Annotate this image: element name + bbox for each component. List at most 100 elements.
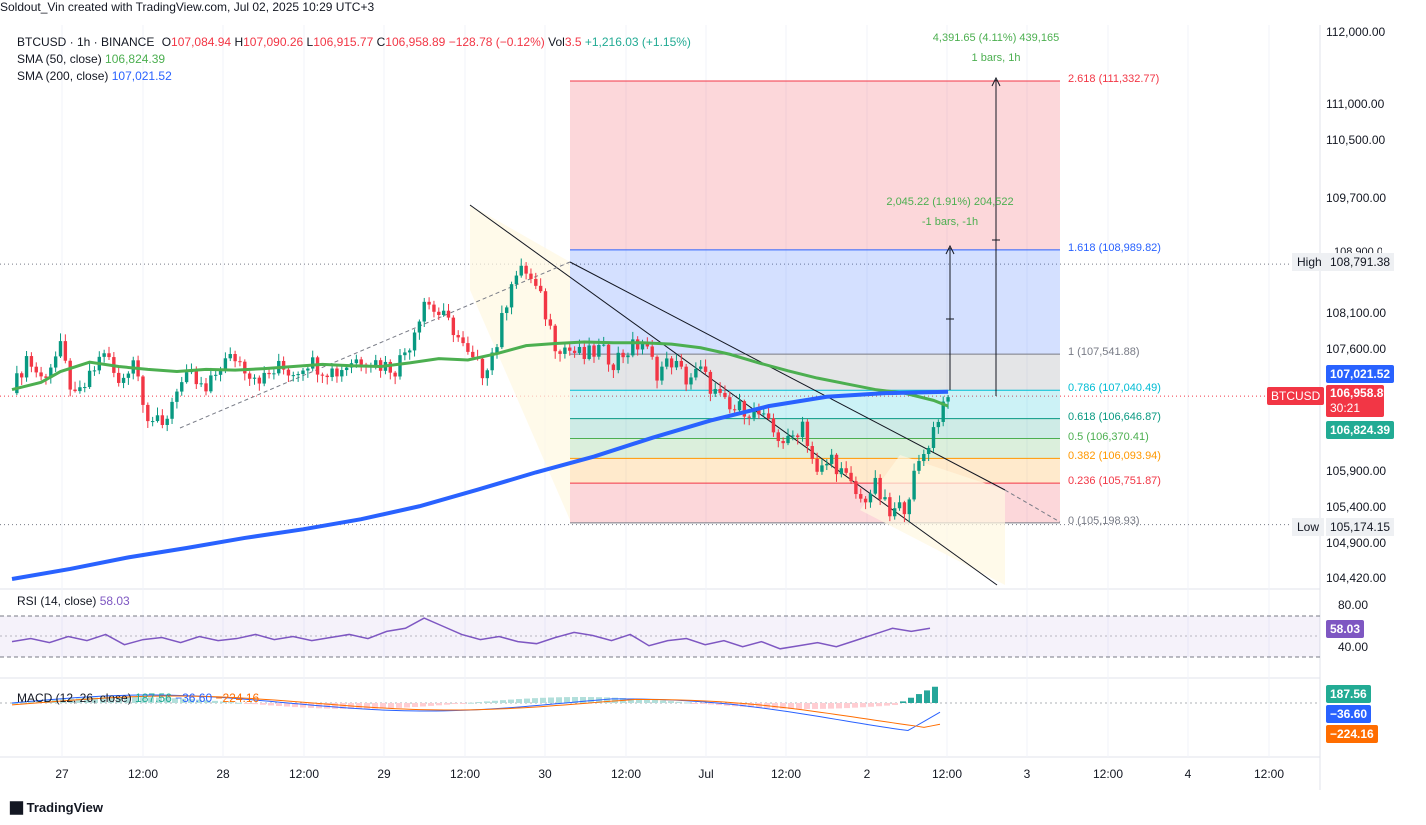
- candle-body: [839, 468, 844, 475]
- macd-hist-bar: [108, 697, 114, 703]
- tv-logo-icon: ⬛︎: [10, 800, 27, 815]
- macd-hist-bar: [876, 703, 882, 707]
- candle-body: [437, 311, 441, 315]
- macd-hist-bar: [332, 703, 338, 709]
- candle-body: [155, 415, 160, 422]
- fib-label: 0.786 (107,040.49): [1068, 382, 1161, 395]
- legend-close: 106,958.89: [385, 35, 446, 49]
- legend-l-label: L: [306, 35, 314, 49]
- time-tick: 12:00: [288, 767, 320, 781]
- macd-signal-line: [11, 695, 941, 728]
- legend-high: 107,090.26: [243, 35, 304, 49]
- sma50-legend[interactable]: SMA (50, close) 106,824.39: [17, 52, 165, 66]
- macd-line-badge: −36.60: [1326, 705, 1372, 723]
- macd-hist-bar: [868, 703, 874, 707]
- macd-hist-bar: [468, 702, 474, 704]
- candle-body: [20, 373, 24, 378]
- candle-body: [306, 368, 310, 371]
- candle-body: [150, 421, 155, 423]
- macd-hist-bar: [716, 703, 722, 706]
- time-tick: 29: [377, 767, 391, 781]
- macd-hist-bar: [484, 701, 490, 703]
- fib-zone: [570, 81, 1060, 250]
- time-tick: 12:00: [1092, 767, 1124, 781]
- candle-body: [252, 377, 257, 379]
- sma200-legend[interactable]: SMA (200, close) 107,021.52: [17, 69, 172, 83]
- candle-body: [553, 325, 557, 352]
- macd-hist-bar: [436, 703, 442, 706]
- candle-body: [863, 498, 868, 503]
- macd-hist-bar: [12, 703, 18, 704]
- candle-body: [883, 497, 887, 500]
- candle-body: [786, 435, 790, 444]
- fib-label: 0.236 (105,751.87): [1068, 475, 1161, 488]
- last-price: 106,958.89: [1330, 386, 1391, 400]
- price-tick: 109,700.00: [1326, 190, 1387, 205]
- macd-hist-bar: [700, 703, 706, 704]
- candle-body: [354, 359, 359, 364]
- macd-hist-bar: [812, 703, 818, 709]
- low-tag: Low: [1292, 518, 1325, 536]
- macd-hist-bar: [364, 703, 370, 709]
- candle-body: [233, 354, 237, 362]
- macd-hist-bar: [156, 697, 162, 703]
- candle-body: [281, 360, 286, 370]
- candle-body: [301, 370, 305, 375]
- sma200-line: [11, 389, 949, 581]
- channel-fill-left: [470, 205, 570, 520]
- candle-body: [160, 415, 165, 425]
- candle-body: [500, 313, 504, 348]
- candle-body: [471, 351, 475, 358]
- macd-hist-bar: [748, 703, 754, 708]
- macd-hist-bar: [212, 700, 218, 703]
- candle-body: [587, 345, 591, 359]
- bar-countdown: 30:21: [1330, 401, 1361, 415]
- measure-small-bars: -1 bars, -1h: [921, 216, 979, 228]
- macd-legend[interactable]: MACD (12, 26, close) 187.56 −36.60 −224.…: [17, 691, 259, 705]
- chart-credit: Soldout_Vin created with TradingView.com…: [0, 0, 375, 14]
- candle-body: [897, 502, 902, 509]
- candle-body: [868, 493, 873, 503]
- candle-body: [922, 454, 926, 462]
- candle-body: [388, 361, 392, 373]
- candle-body: [194, 370, 198, 385]
- sma50-label: SMA (50, close): [17, 52, 102, 66]
- macd-hist-bar: [676, 701, 682, 703]
- macd-hist-bar: [76, 698, 82, 703]
- fib-zone: [570, 354, 1060, 391]
- trend-line-dashed: [179, 261, 571, 429]
- measure-big-bars: 1 bars, 1h: [971, 52, 1021, 64]
- rsi-legend[interactable]: RSI (14, close) 58.03: [17, 594, 130, 608]
- candle-body: [805, 421, 810, 447]
- legend-c-label: C: [376, 35, 386, 49]
- candle-body: [519, 265, 523, 276]
- time-tick: 12:00: [127, 767, 159, 781]
- macd-hist-bar: [892, 703, 898, 706]
- price-tick: 111,000.00: [1326, 97, 1385, 112]
- macd-hist-bar: [548, 697, 554, 703]
- high-value: 108,791.38: [1326, 253, 1395, 271]
- macd-hist-bar: [252, 703, 258, 705]
- macd-hist-bar: [180, 698, 186, 703]
- candle-body: [509, 284, 514, 308]
- candle-body: [936, 421, 941, 428]
- macd-hist-bar: [324, 703, 330, 709]
- candle-body: [272, 373, 276, 375]
- candle-body: [766, 413, 771, 419]
- macd-hist-bar: [644, 699, 650, 703]
- sma200-label: SMA (200, close): [17, 69, 109, 83]
- macd-hist-bar: [36, 701, 42, 703]
- tradingview-logo[interactable]: ⬛︎ TradingView: [10, 800, 103, 816]
- time-tick: 12:00: [449, 767, 481, 781]
- candle-body: [538, 285, 543, 292]
- fib-zone: [570, 418, 1060, 439]
- candle-body: [917, 461, 921, 471]
- sma200-value: 107,021.52: [111, 69, 172, 83]
- macd-hist-bar: [908, 697, 914, 703]
- candle-body: [228, 354, 232, 359]
- candle-body: [602, 344, 606, 346]
- candle-body: [844, 468, 848, 473]
- macd-hist-bar: [788, 703, 794, 709]
- macd-hist-bar: [772, 703, 778, 709]
